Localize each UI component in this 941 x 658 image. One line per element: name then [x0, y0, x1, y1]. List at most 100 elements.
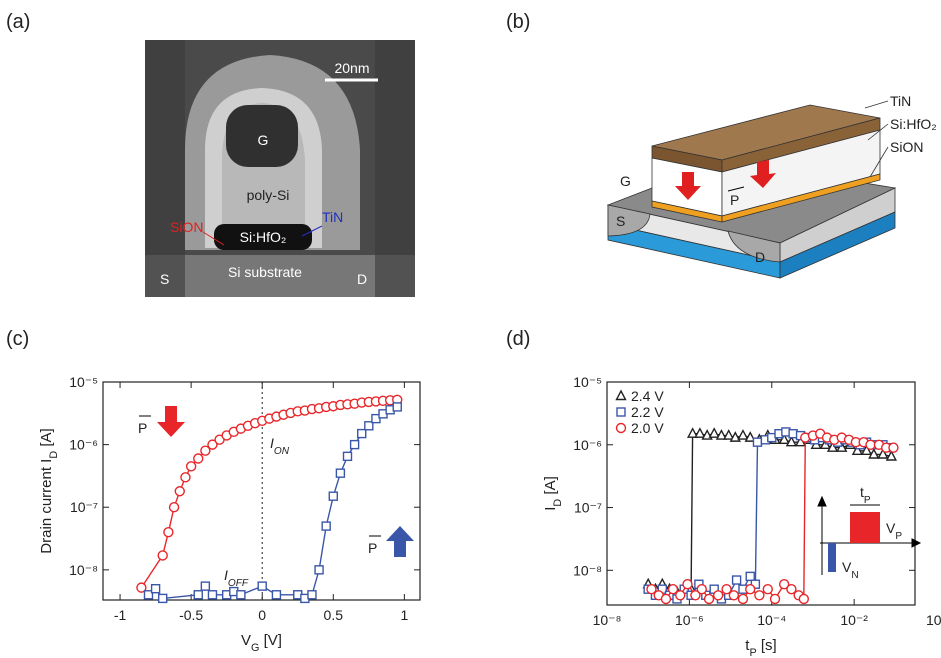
label-part: OFF	[228, 578, 249, 589]
y-tick-label: 10⁻⁶	[69, 437, 98, 453]
marker	[351, 441, 359, 449]
p-label: P	[730, 192, 739, 208]
marker	[738, 431, 747, 440]
drain-label: D	[755, 249, 765, 265]
drain-label: D	[357, 271, 367, 287]
p-label: P	[368, 540, 377, 556]
image-edge	[375, 40, 415, 297]
marker	[683, 580, 692, 589]
chart: 10⁻⁸10⁻⁶10⁻⁴10⁻²10⁰10⁻⁸10⁻⁷10⁻⁶10⁻⁵tP [s…	[542, 374, 941, 658]
label-part: [s]	[757, 637, 777, 654]
marker	[695, 429, 704, 438]
marker	[771, 594, 780, 603]
marker	[158, 551, 167, 560]
tin-label: TiN	[890, 93, 911, 109]
x-tick-label: 0	[258, 607, 266, 623]
tem-image: 20nm G poly-Si SiON TiN Si:HfO₂ Si subst…	[145, 40, 415, 297]
panel-label: (d)	[506, 328, 530, 350]
x-tick-label: 1	[400, 607, 408, 623]
device-schematic	[608, 101, 895, 278]
polarization-arrow	[386, 526, 414, 557]
label-part: N	[851, 570, 858, 581]
y-tick-label: 10⁻⁷	[574, 500, 602, 516]
polarization-arrow	[157, 406, 185, 437]
marker	[676, 591, 685, 600]
label-part: G	[251, 642, 259, 654]
figure: (a) (b) (c) (d) 20nm G poly-Si SiON TiN …	[0, 0, 941, 658]
x-tick-label: -1	[114, 607, 127, 623]
p-label: P	[138, 420, 147, 436]
label-part: Drain current I	[38, 459, 55, 554]
x-tick-label: 10⁻⁴	[757, 612, 786, 628]
label-part: [V]	[259, 632, 282, 649]
marker	[201, 582, 209, 590]
legend-label: 2.0 V	[631, 420, 664, 436]
x-tick-label: 10⁰	[926, 612, 941, 628]
source-label: S	[616, 213, 625, 229]
scale-label: 20nm	[334, 60, 369, 76]
gate-label: G	[620, 173, 631, 189]
marker	[746, 585, 755, 594]
hfo2-label: Si:HfO₂	[240, 229, 287, 245]
label-part: D	[48, 451, 60, 459]
x-tick-label: 10⁻²	[840, 612, 868, 628]
leader	[865, 101, 888, 108]
y-tick-label: 10⁻⁵	[573, 374, 602, 390]
hfo2-label: Si:HfO₂	[890, 116, 937, 132]
substrate-label: Si substrate	[228, 264, 302, 280]
marker	[344, 452, 352, 460]
image-edge	[145, 40, 185, 297]
y-tick-label: 10⁻⁷	[70, 499, 98, 515]
marker	[617, 391, 626, 400]
vn-label: VN	[842, 559, 859, 581]
marker	[617, 424, 626, 433]
marker	[746, 572, 754, 580]
marker	[617, 408, 625, 416]
marker	[194, 454, 203, 463]
marker	[272, 591, 280, 599]
y-axis-label: ID [A]	[542, 476, 564, 511]
marker	[714, 591, 723, 600]
x-tick-label: 10⁻⁸	[593, 612, 622, 628]
marker	[329, 492, 337, 500]
label-part: D	[552, 499, 564, 507]
tp-label: tP	[860, 484, 871, 506]
marker	[393, 403, 401, 411]
marker	[208, 591, 216, 599]
legend-label: 2.4 V	[631, 388, 664, 404]
ion-label: ION	[270, 435, 290, 457]
marker	[733, 576, 741, 584]
panel-label: (a)	[6, 11, 30, 33]
pulse-negative	[828, 543, 836, 572]
marker	[237, 591, 245, 599]
y-axis-label: Drain current ID [A]	[38, 428, 60, 553]
marker	[710, 429, 719, 438]
sion-label: SiON	[890, 139, 923, 155]
marker	[729, 591, 738, 600]
y-tick-label: 10⁻⁵	[69, 374, 98, 390]
label-part: [A]	[38, 428, 55, 451]
label-part: [A]	[542, 476, 559, 499]
x-tick-label: -0.5	[179, 607, 203, 623]
x-axis-label: VG [V]	[241, 632, 282, 654]
marker	[661, 594, 670, 603]
marker	[170, 503, 179, 512]
label-part: P	[864, 495, 871, 506]
panel-label: (c)	[6, 328, 29, 350]
label-part: P	[749, 647, 756, 658]
legend-label: 2.2 V	[631, 404, 664, 420]
x-tick-label: 10⁻⁶	[675, 612, 704, 628]
y-tick-label: 10⁻⁸	[573, 562, 602, 578]
marker	[755, 591, 764, 600]
source-label: S	[160, 271, 169, 287]
pulse-positive	[850, 512, 880, 543]
marker	[705, 594, 714, 603]
marker	[763, 585, 772, 594]
marker	[753, 438, 761, 446]
marker	[738, 594, 747, 603]
marker	[697, 585, 706, 594]
ioff-label: IOFF	[224, 567, 249, 589]
y-tick-label: 10⁻⁸	[69, 562, 98, 578]
label-part: V	[241, 632, 251, 649]
